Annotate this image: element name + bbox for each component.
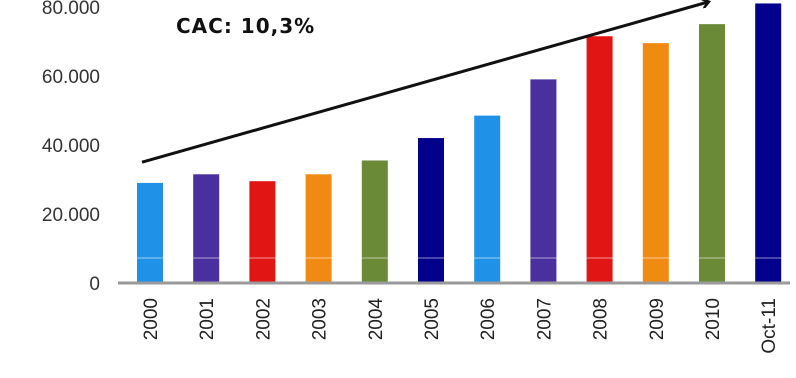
bar-oct-11 [755,3,782,283]
x-tick-label: 2008 [591,298,612,340]
x-tick-label: 2009 [647,298,668,340]
x-tick-label: 2004 [366,298,387,341]
x-tick-label: 2002 [253,298,274,340]
bar-2010 [699,24,725,283]
x-tick-label: Oct-11 [759,298,780,354]
y-tick-label: 80.000 [42,0,100,19]
x-tick-label: 2006 [478,298,499,340]
y-tick-label: 60.000 [42,67,100,88]
bar-2001 [193,174,220,283]
y-axis: 0 20.000 40.000 60.000 80.000 [42,0,100,295]
cagr-annotation: CAC: 10,3% [176,14,315,38]
bar-2007 [530,79,557,283]
bar-2002 [249,181,276,283]
x-tick-label: 2001 [197,298,218,340]
y-tick-label: 40.000 [42,136,100,157]
x-tick-label: 2010 [703,298,724,340]
bar-2009 [642,43,669,283]
y-tick-label: 0 [89,274,100,295]
x-tick-label: 2007 [534,298,555,340]
bars-group [137,3,782,284]
bar-2008 [586,36,613,283]
x-axis: 2000 2001 2002 2003 2004 2005 2006 2007 2008 2009… [141,298,780,354]
bar-2005 [418,138,444,283]
bar-2006 [474,115,501,284]
bar-2000 [137,182,163,283]
bar-2004 [361,160,388,283]
y-tick-label: 20.000 [42,205,100,226]
x-tick-label: 2000 [141,298,162,340]
bar-2003 [305,174,332,283]
x-tick-label: 2005 [422,298,443,340]
trend-arrow [141,2,708,164]
x-tick-label: 2003 [310,298,331,340]
